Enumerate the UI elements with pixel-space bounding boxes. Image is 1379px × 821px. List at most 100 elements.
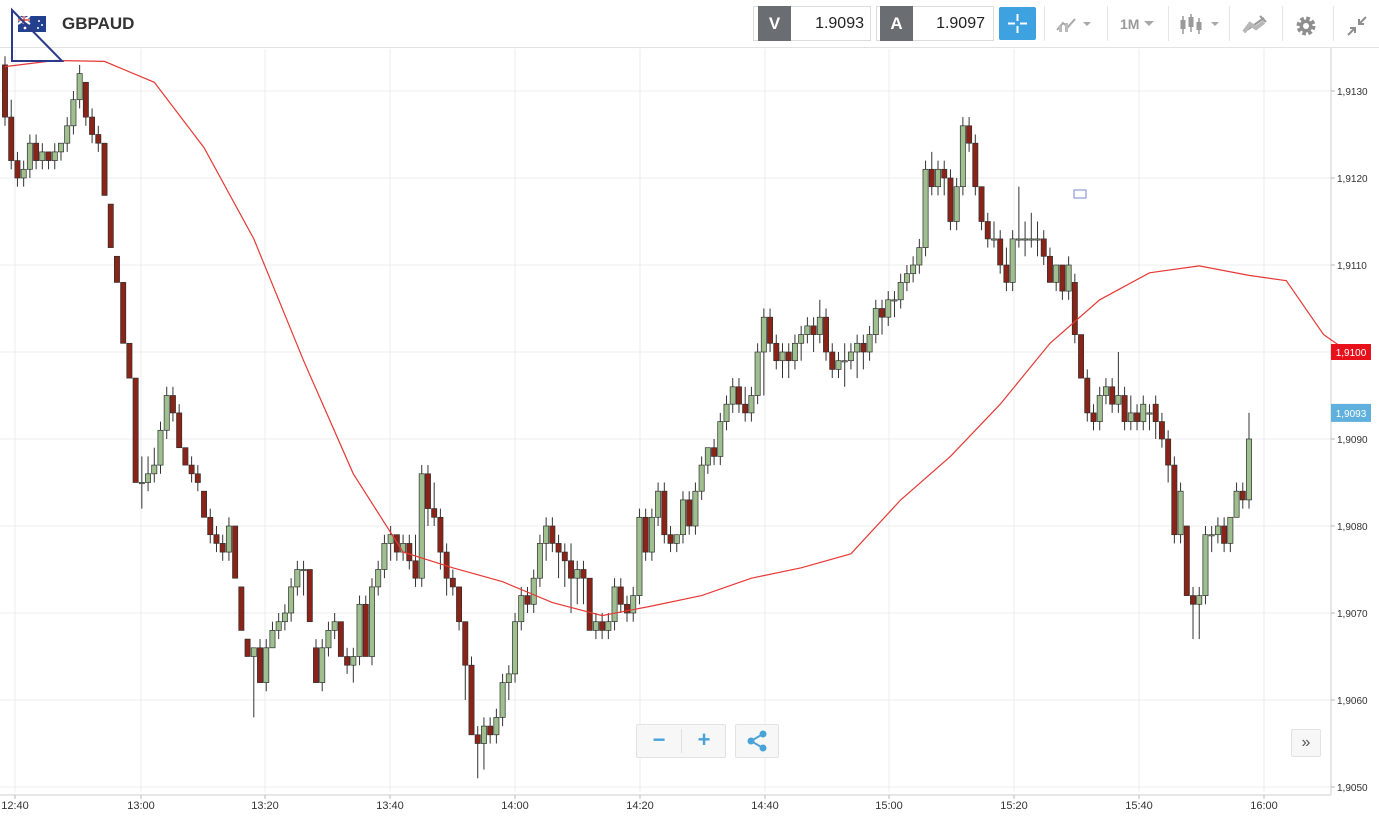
candle-body bbox=[586, 577, 593, 631]
share-button[interactable] bbox=[735, 724, 779, 758]
sell-label[interactable]: V bbox=[758, 6, 791, 41]
candle-body bbox=[325, 630, 332, 649]
candle-body bbox=[1009, 238, 1016, 283]
settings-button[interactable] bbox=[1282, 6, 1338, 41]
candle-body bbox=[163, 395, 170, 431]
candle-body bbox=[456, 586, 463, 623]
candle-body bbox=[1053, 264, 1060, 283]
candle-body bbox=[169, 395, 176, 414]
x-tick-label: 14:20 bbox=[626, 800, 654, 812]
candle-body bbox=[14, 160, 21, 179]
buy-price[interactable]: 1.9097 bbox=[936, 15, 985, 32]
y-axis-ticks: 1,9130 1,9120 1,9110 1,9100 1,9090 1,9080 1,90… bbox=[1331, 87, 1368, 794]
period-marker-icon bbox=[11, 7, 65, 62]
candle-body bbox=[1034, 238, 1041, 241]
candle-body bbox=[300, 569, 307, 572]
x-tick-label: 14:40 bbox=[751, 800, 779, 812]
candle-body bbox=[313, 647, 319, 683]
candle-body bbox=[891, 299, 898, 302]
zoom-in-button[interactable]: + bbox=[697, 727, 711, 752]
candle-body bbox=[201, 490, 207, 518]
candle-body bbox=[499, 682, 506, 718]
candle-body bbox=[711, 447, 718, 457]
x-tick-label: 14:00 bbox=[501, 800, 529, 812]
y-tick-label: 1,9080 bbox=[1337, 522, 1368, 533]
candle-body bbox=[487, 725, 494, 736]
candle-body bbox=[207, 516, 214, 536]
candle-body bbox=[574, 569, 581, 579]
candle-body bbox=[680, 499, 686, 536]
buy-label[interactable]: A bbox=[880, 6, 913, 41]
candle-body bbox=[1208, 534, 1215, 537]
candle-body bbox=[1109, 386, 1116, 405]
candle-body bbox=[1115, 395, 1122, 405]
last-price-label: 1,9093 bbox=[1336, 409, 1367, 420]
candle-body bbox=[754, 351, 761, 396]
crosshair-cursor-marker bbox=[1073, 189, 1087, 199]
candle-body bbox=[1140, 403, 1147, 422]
candle-body bbox=[636, 516, 643, 596]
timeframe-button[interactable]: 1M bbox=[1107, 6, 1163, 41]
candle-body bbox=[337, 621, 344, 657]
y-tick-label: 1,9070 bbox=[1337, 609, 1368, 620]
candle-body bbox=[406, 543, 413, 562]
candle-body bbox=[58, 142, 64, 153]
sell-price[interactable]: 1.9093 bbox=[815, 15, 864, 32]
candle-body bbox=[89, 116, 96, 135]
line-chart-type-icon bbox=[1056, 18, 1091, 32]
candle-body bbox=[126, 342, 133, 379]
candle-body bbox=[33, 142, 40, 161]
collapse-button[interactable] bbox=[1333, 6, 1379, 41]
candle-body bbox=[387, 534, 394, 544]
candle-body bbox=[319, 647, 326, 683]
crosshair-button[interactable] bbox=[999, 7, 1036, 40]
instrument-symbol: GBPAUD bbox=[62, 14, 135, 33]
candle-body bbox=[1190, 595, 1196, 605]
candle-body bbox=[580, 569, 587, 579]
candle-body bbox=[841, 360, 848, 363]
scroll-forward-button[interactable]: » bbox=[1291, 729, 1321, 757]
zoom-out-button[interactable]: − bbox=[652, 727, 666, 752]
zoom-control: − + bbox=[636, 724, 726, 758]
candle-body bbox=[829, 351, 836, 370]
candle-body bbox=[810, 325, 817, 335]
candle-body bbox=[1090, 412, 1097, 422]
x-tick-label: 15:00 bbox=[875, 800, 903, 812]
candle-body bbox=[138, 482, 145, 485]
candle-body bbox=[568, 560, 574, 579]
candle-body bbox=[244, 638, 251, 657]
moving-average-line bbox=[4, 59, 1349, 617]
candle-body bbox=[1121, 395, 1128, 422]
candle-body bbox=[1134, 412, 1140, 422]
candle-body bbox=[1071, 282, 1078, 335]
y-tick-label: 1,9120 bbox=[1337, 174, 1368, 185]
candle-body bbox=[692, 490, 699, 527]
candle-body bbox=[114, 255, 120, 283]
zoom-divider bbox=[681, 729, 682, 753]
candle-body bbox=[369, 586, 375, 657]
candle-body bbox=[95, 134, 102, 144]
drawing-tools-button[interactable] bbox=[1229, 6, 1285, 41]
candle-body bbox=[1177, 490, 1184, 536]
flag-gb-au-icon bbox=[18, 16, 46, 32]
candle-body bbox=[791, 342, 798, 362]
candle-body bbox=[1096, 395, 1103, 422]
candle-body bbox=[269, 630, 276, 649]
chart-type-line-button[interactable] bbox=[1044, 6, 1100, 41]
candle-body bbox=[624, 603, 630, 614]
x-tick-label: 15:20 bbox=[1000, 800, 1028, 812]
candle-body bbox=[978, 186, 985, 222]
candle-body bbox=[686, 499, 693, 527]
candle-body bbox=[449, 577, 456, 588]
candle-body bbox=[1040, 238, 1047, 257]
candle-body bbox=[182, 447, 189, 466]
candle-body bbox=[630, 595, 637, 614]
candle-body bbox=[935, 168, 941, 188]
candle-body bbox=[910, 264, 917, 275]
y-tick-label: 1,9110 bbox=[1337, 261, 1367, 272]
candle-body bbox=[1214, 525, 1221, 536]
candle-type-button[interactable] bbox=[1168, 6, 1224, 41]
candle-body bbox=[673, 534, 680, 544]
y-tick-label: 1,9090 bbox=[1337, 435, 1368, 446]
